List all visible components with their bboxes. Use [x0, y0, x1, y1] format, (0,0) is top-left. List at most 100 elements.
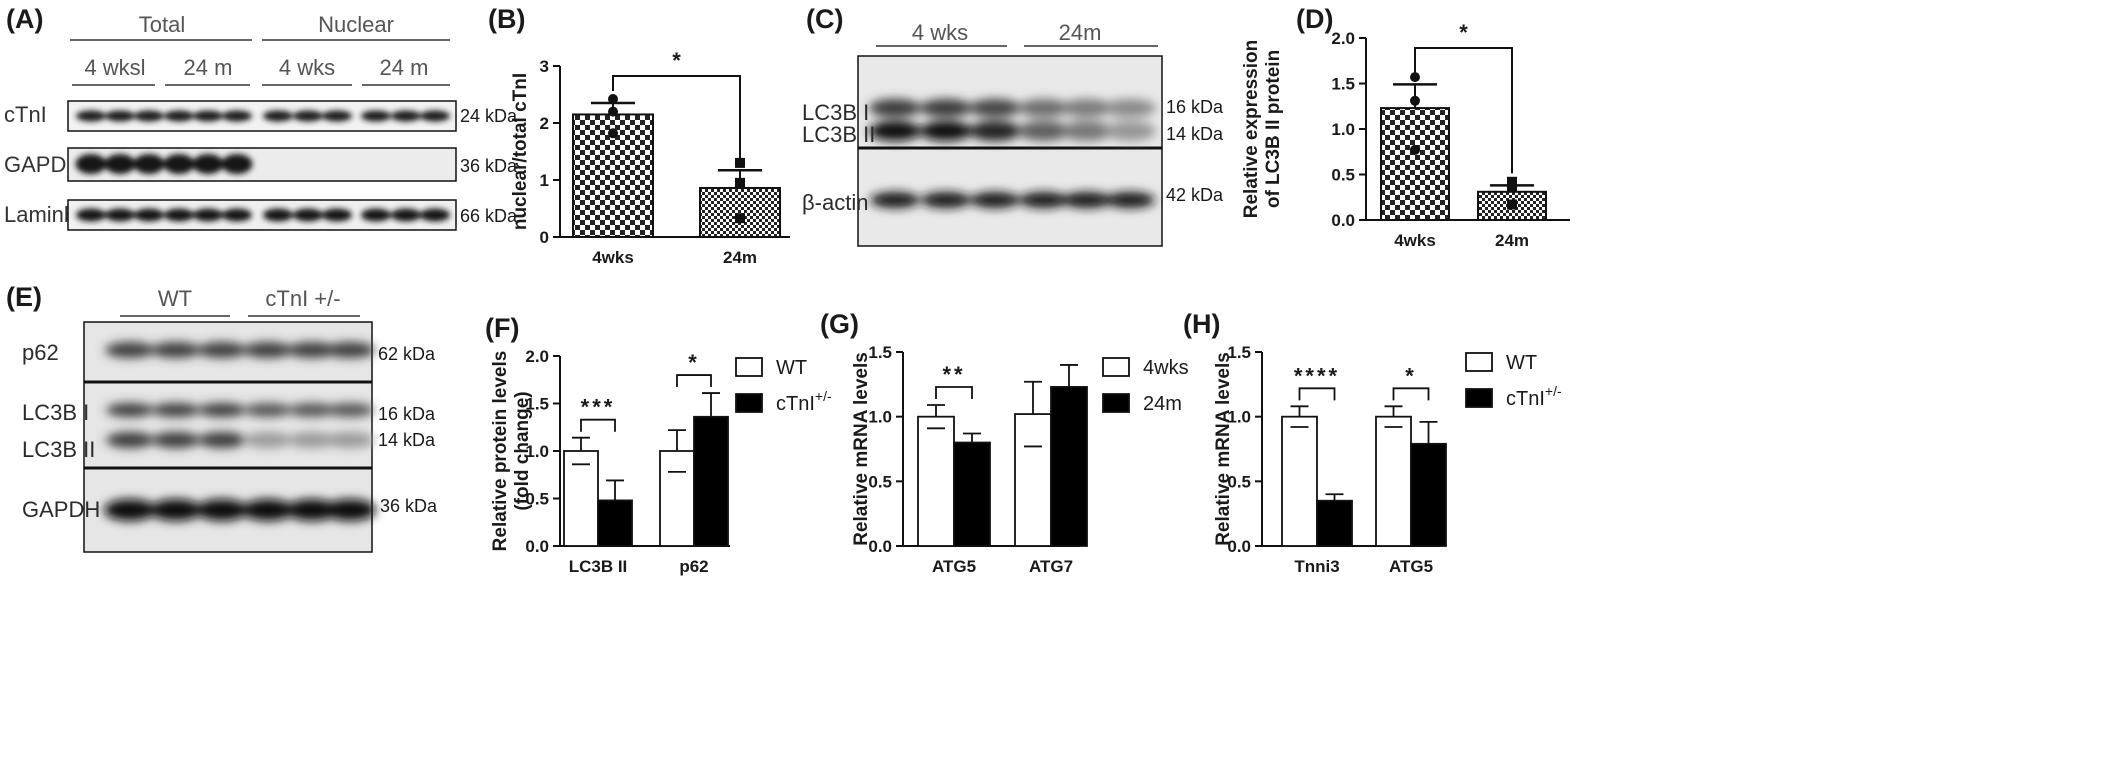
blot-e-lc3b1-band-6 — [326, 403, 374, 417]
y-tick-label: 1 — [540, 171, 549, 190]
blot-e-lc3b1-band-1 — [106, 403, 154, 417]
y-tick-label: 0.5 — [1227, 472, 1251, 491]
data-point — [1410, 72, 1420, 83]
x-tick-label: ATG5 — [932, 557, 976, 576]
panel-e-group-ctni: cTnI +/- — [265, 286, 340, 311]
panel-a-kda-laminb: 66 kDa — [460, 206, 518, 226]
panel-a: (A) Total Nuclear 4 wksl 24 m 4 wks 24 m… — [4, 4, 518, 231]
blot-a-gapdh-band-6 — [221, 154, 253, 174]
x-tick-label: LC3B II — [569, 557, 628, 576]
panel-e-group-wt: WT — [158, 286, 192, 311]
y-axis-label: nuclear/total cTnI — [510, 73, 531, 230]
blot-c-lc3b1-band-1 — [869, 99, 921, 117]
y-tick-label: 0.0 — [1227, 537, 1251, 556]
y-tick-label: 3 — [540, 57, 549, 76]
blot-a-gapdh-band-3 — [133, 154, 165, 174]
legend-swatch — [735, 393, 763, 413]
blot-a-laminb-band-3 — [134, 208, 164, 222]
blot-a-laminb-band-4 — [164, 208, 194, 222]
panel-e-band-p62: p62 — [22, 340, 59, 365]
blot-a-ctni-band-1 — [76, 110, 106, 122]
panel-a-row-ctni: cTnI — [4, 102, 47, 127]
panel-a-sub-3: 4 wks — [279, 55, 335, 80]
blot-c-lc3b2-band-1 — [869, 121, 921, 141]
panel-c: (C) 4 wks 24m LC3B I LC3B II β-actin 16 … — [802, 4, 1224, 247]
blot-a-ctni-band-9 — [322, 110, 352, 122]
data-point — [1507, 176, 1517, 187]
legend-label: 4wks — [1143, 357, 1189, 379]
significance-bracket — [935, 386, 973, 400]
panel-c-label: (C) — [806, 4, 843, 34]
blot-a-ctni-band-5 — [193, 110, 223, 122]
blot-c-lc3b2-band-2 — [920, 121, 972, 141]
blot-a-ctni-band-4 — [164, 110, 194, 122]
y-tick-label: 1.5 — [868, 343, 892, 362]
blot-c-lc3b2-band-5 — [1061, 121, 1113, 141]
panel-a-sub-4: 24 m — [380, 55, 429, 80]
panel-c-band-bactin: β-actin — [802, 190, 868, 215]
blot-a-ctni-band-11 — [391, 110, 421, 122]
x-tick-label: 24m — [723, 248, 757, 267]
y-axis-label-line: Relative expression — [1241, 40, 1262, 218]
y-tick-label: 1.0 — [1227, 408, 1251, 427]
panel-label: (G) — [820, 309, 859, 339]
panel-a-group-nuclear: Nuclear — [318, 12, 394, 37]
bar — [699, 186, 781, 238]
bar — [1014, 413, 1052, 547]
legend-superscript: +/- — [815, 388, 832, 404]
y-axis-label: Relative mRNA levels — [851, 352, 872, 546]
y-tick-label: 0.5 — [868, 472, 892, 491]
panel-e-kda-14: 14 kDa — [378, 430, 436, 450]
data-point — [735, 213, 745, 224]
blot-e-lc3b1-band-4 — [244, 403, 292, 417]
y-tick-label: 0.0 — [525, 537, 549, 556]
legend-label: 24m — [1143, 393, 1182, 415]
bar — [1380, 107, 1450, 221]
blot-c-bactin-band-4 — [1019, 192, 1069, 208]
bar — [1281, 415, 1318, 547]
significance-bracket — [1414, 47, 1513, 174]
x-tick-label: Tnni3 — [1294, 557, 1339, 576]
data-point — [1410, 95, 1420, 106]
blot-e-lc3b1-band-5 — [288, 403, 336, 417]
blot-a-gapdh-band-5 — [192, 154, 224, 174]
y-tick-label: 1.5 — [1227, 343, 1251, 362]
blot-a-gapdh-band-4 — [163, 154, 195, 174]
panel-a-label: (A) — [6, 4, 43, 34]
panel-label: (D) — [1296, 4, 1333, 34]
blot-e-gapdh-band-2 — [150, 499, 202, 521]
panel-e-band-lc3b1: LC3B I — [22, 400, 89, 425]
panel-label: (B) — [488, 4, 525, 34]
data-point — [608, 106, 618, 117]
panel-e-kda-62: 62 kDa — [378, 344, 436, 364]
legend-label: cTnI+/- — [776, 388, 832, 415]
significance-star: * — [688, 350, 700, 375]
legend-swatch — [1102, 357, 1130, 377]
blot-c-bactin-band-3 — [970, 192, 1020, 208]
panel-a-sub-1: 4 wksl — [84, 55, 145, 80]
bar — [659, 450, 695, 547]
blot-e-lc3b2-band-6 — [326, 432, 374, 448]
significance-bracket — [676, 374, 712, 388]
significance-star: ** — [942, 362, 965, 387]
blot-c-bactin-band-5 — [1062, 192, 1112, 208]
y-tick-label: 1.5 — [1331, 75, 1355, 94]
y-tick-label: 1.5 — [525, 395, 549, 414]
panel-c-kda-14: 14 kDa — [1166, 124, 1224, 144]
panel-c-band-lc3b1: LC3B I — [802, 100, 869, 125]
blot-e-lc3b1-band-2 — [152, 403, 200, 417]
blot-a-laminb-band-2 — [105, 208, 135, 222]
bar — [917, 415, 955, 547]
blot-c-lc3b1-band-6 — [1104, 99, 1156, 117]
bar — [1050, 386, 1088, 547]
blot-c-lc3b1-band-3 — [969, 99, 1021, 117]
panel-e-kda-16: 16 kDa — [378, 404, 436, 424]
blot-c-lc3b1-band-5 — [1061, 99, 1113, 117]
blot-a-ctni-band-6 — [222, 110, 252, 122]
panel-a-sub-2: 24 m — [184, 55, 233, 80]
chart-d: (D) 0.0 0.5 1.0 1.5 2.0 Relative expressionof … — [1241, 4, 1570, 250]
y-tick-label: 2 — [540, 114, 549, 133]
